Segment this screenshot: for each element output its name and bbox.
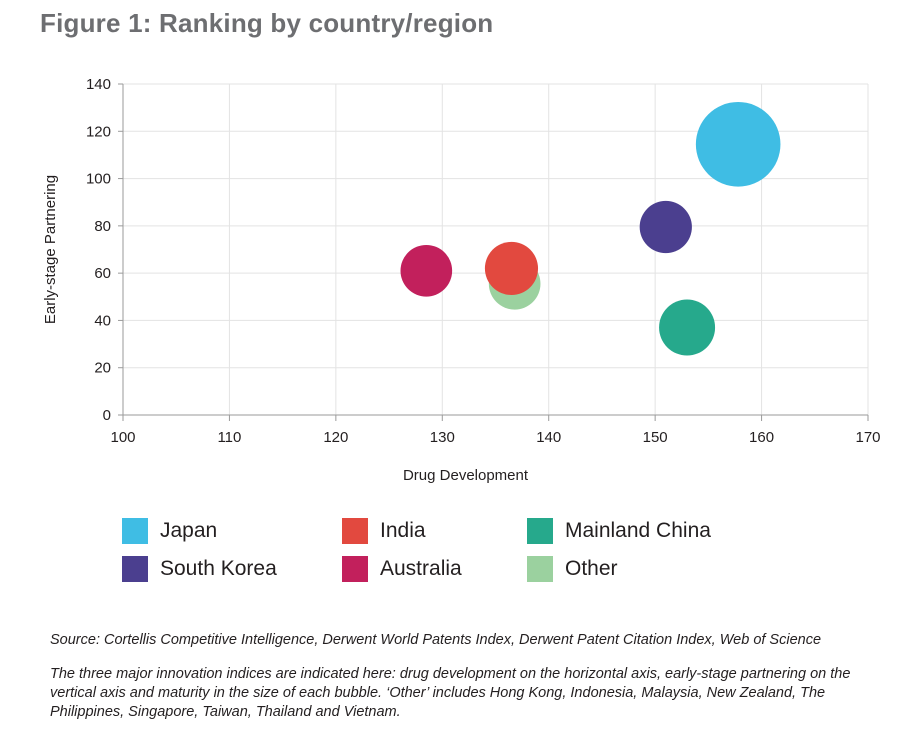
legend-item-mainland-china: Mainland China	[527, 518, 711, 544]
legend-label: Other	[565, 557, 618, 580]
x-tick-label: 170	[855, 429, 880, 446]
legend-swatch	[342, 556, 368, 582]
y-axis-label: Early-stage Partnering	[42, 175, 59, 324]
y-tick-label: 120	[86, 123, 111, 140]
legend-label: India	[380, 519, 426, 542]
legend-item-other: Other	[527, 556, 618, 582]
source-text: Source: Cortellis Competitive Intelligen…	[50, 632, 822, 648]
legend-label: Mainland China	[565, 519, 711, 542]
x-tick-label: 120	[323, 429, 348, 446]
figure-title: Figure 1: Ranking by country/region	[40, 8, 494, 38]
y-tick-label: 80	[94, 218, 111, 235]
bubble-chart: 0 20 40 60 80 100 120 140 100 110 120 130 140 150 160 1…	[42, 76, 881, 484]
y-tick-label: 60	[94, 265, 111, 282]
bubble-mainland-china	[659, 299, 716, 356]
legend-item-japan: Japan	[122, 518, 217, 544]
legend-label: Japan	[160, 519, 218, 542]
legend-label: Australia	[380, 557, 462, 580]
x-tick-label: 130	[430, 429, 455, 446]
legend-swatch	[527, 518, 553, 544]
y-tick-label: 100	[86, 171, 111, 188]
bubble-south-korea	[639, 200, 692, 254]
axes	[118, 83, 869, 421]
x-axis-label: Drug Development	[403, 467, 529, 484]
bubble-australia	[400, 244, 453, 297]
x-tick-label: 150	[643, 429, 668, 446]
legend-label: South Korea	[160, 557, 277, 580]
y-tick-label: 140	[86, 76, 111, 93]
legend-item-australia: Australia	[342, 556, 462, 582]
y-tick-label: 20	[94, 360, 111, 377]
legend-swatch	[122, 518, 148, 544]
x-tick-label: 140	[536, 429, 561, 446]
grid-lines	[123, 83, 869, 415]
legend-swatch	[342, 518, 368, 544]
x-tick-label: 160	[749, 429, 774, 446]
bubble-japan	[695, 101, 781, 187]
y-tick-label: 40	[94, 312, 111, 329]
legend-swatch	[122, 556, 148, 582]
x-tick-label: 110	[217, 429, 241, 446]
axis-labels: 0 20 40 60 80 100 120 140 100 110 120 130 140 150 160 1…	[42, 76, 881, 484]
bubble-india	[484, 241, 539, 295]
x-tick-label: 100	[110, 429, 135, 446]
legend-swatch	[527, 556, 553, 582]
legend-item-south-korea: South Korea	[122, 556, 277, 582]
y-tick-label: 0	[103, 407, 111, 424]
note-text: The three major innovation indices are i…	[50, 666, 851, 720]
bubbles	[400, 101, 781, 356]
legend-item-india: India	[342, 518, 426, 544]
